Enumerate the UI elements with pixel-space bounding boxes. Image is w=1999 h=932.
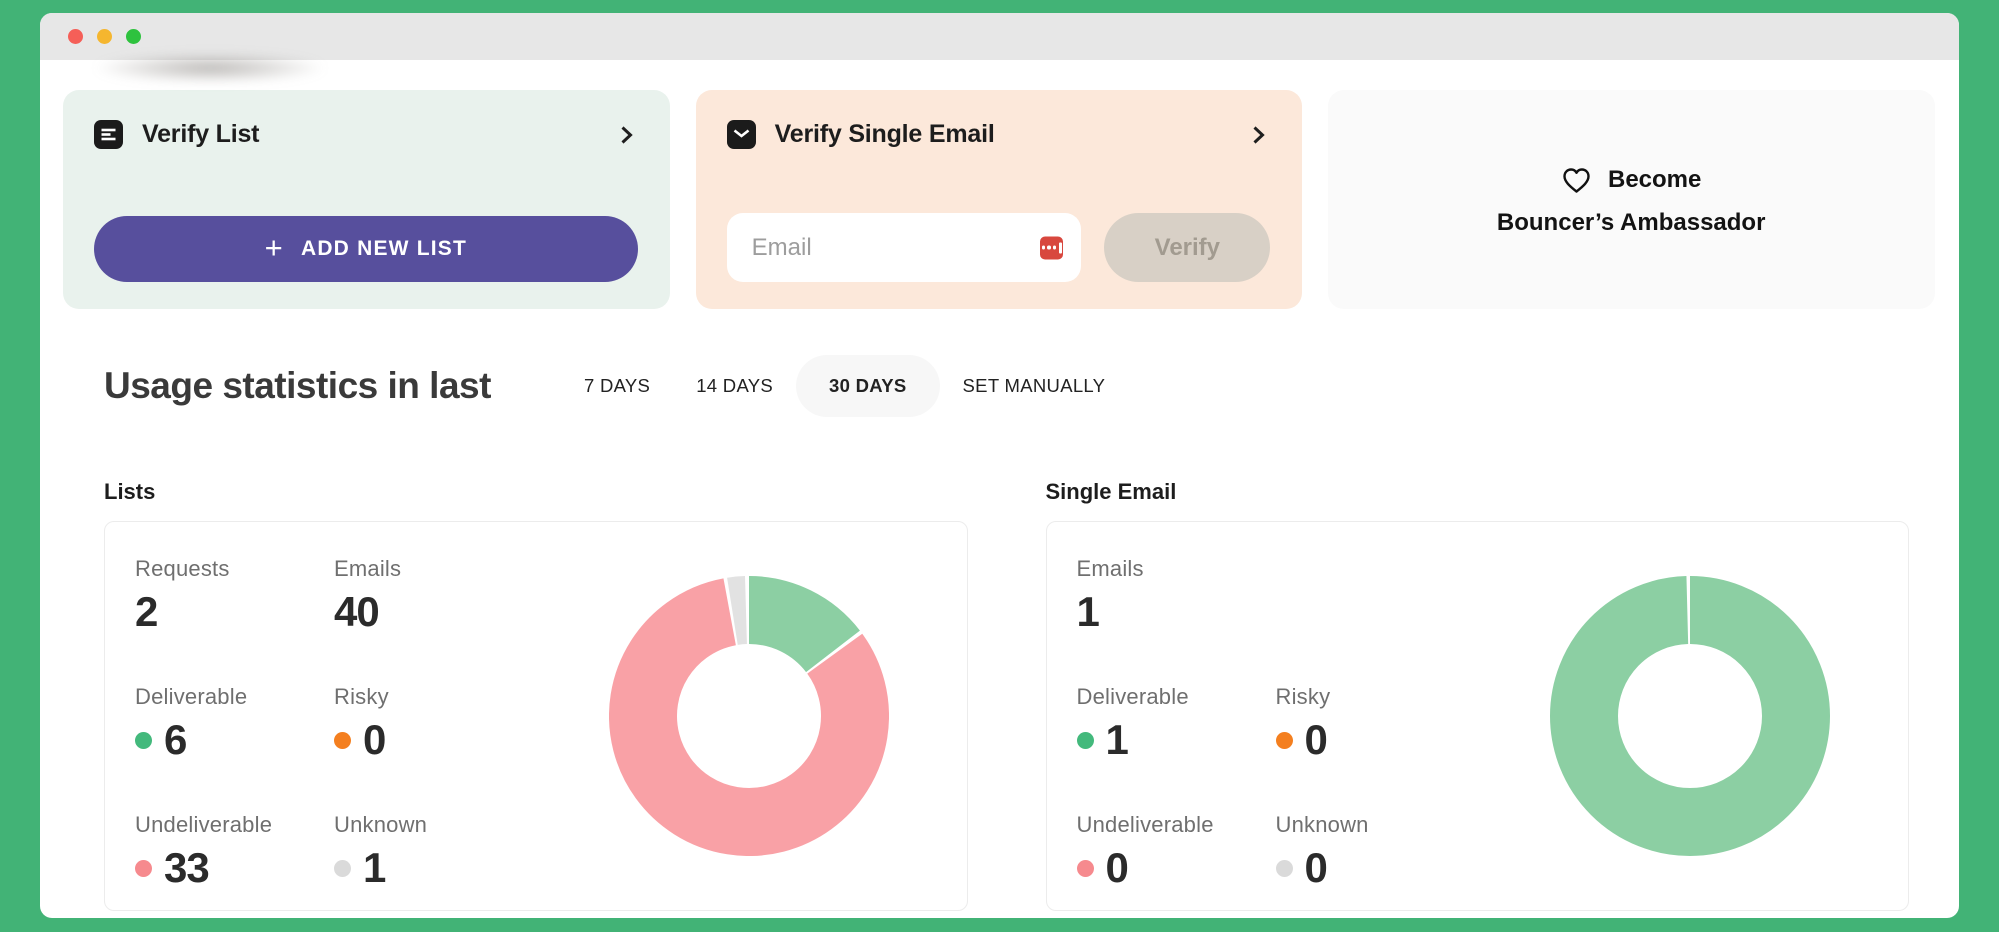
app-window: Verify List + ADD NEW LIST Verify Single… (40, 13, 1959, 918)
minimize-window-icon[interactable] (97, 29, 112, 44)
unknown-dot (334, 859, 351, 877)
usage-statistics-header: Usage statistics in last 7 DAYS 14 DAYS … (63, 355, 1935, 417)
risky-dot (1275, 731, 1293, 749)
ambassador-line1: Become (1607, 166, 1702, 193)
tab-14-days[interactable]: 14 DAYS (673, 355, 796, 417)
lists-section-title: Lists (104, 479, 156, 504)
email-input[interactable] (726, 213, 1082, 282)
deliverable-dot (135, 731, 152, 749)
ambassador-line2: Bouncer’s Ambassador (1496, 208, 1766, 236)
stat-emails: Emails 1 (1076, 556, 1144, 635)
window-titlebar (40, 13, 1959, 60)
single-email-form: Verify (726, 213, 1271, 282)
risky-dot (334, 731, 351, 749)
stat-unknown: Unknown 0 (1275, 812, 1369, 891)
stat-requests: Requests 2 (135, 556, 230, 635)
single-email-donut-chart (1550, 576, 1830, 856)
usage-statistics-heading: Usage statistics in last (104, 365, 491, 406)
add-new-list-label: ADD NEW LIST (300, 237, 468, 260)
stat-risky: Risky 0 (334, 684, 389, 763)
heart-icon (1561, 166, 1592, 195)
stat-unknown: Unknown 1 (334, 812, 428, 891)
stat-undeliverable: Undeliverable 0 (1076, 812, 1214, 891)
stat-deliverable: Deliverable 1 (1076, 684, 1189, 763)
verify-single-email-header[interactable]: Verify Single Email (726, 120, 1271, 149)
unknown-dot (1275, 859, 1293, 877)
period-tabs: 7 DAYS 14 DAYS 30 DAYS SET MANUALLY (561, 355, 1128, 417)
chevron-right-icon[interactable] (614, 123, 638, 147)
action-cards-row: Verify List + ADD NEW LIST Verify Single… (63, 90, 1936, 309)
single-email-section: Single Email Emails 1 Deliverable 1 (1045, 479, 1909, 911)
ambassador-card[interactable]: Become Bouncer’s Ambassador (1328, 90, 1936, 309)
close-window-icon[interactable] (68, 29, 83, 44)
email-input-wrap (726, 213, 1082, 282)
undeliverable-dot (1076, 859, 1094, 877)
verify-single-email-title: Verify Single Email (774, 120, 995, 148)
list-icon (94, 120, 123, 149)
verify-list-header[interactable]: Verify List (94, 120, 638, 149)
single-email-stat-card: Emails 1 Deliverable 1 Risky (1045, 521, 1909, 911)
undeliverable-dot (135, 859, 152, 877)
plus-icon: + (264, 230, 284, 265)
password-manager-autofill-icon[interactable] (1040, 236, 1064, 259)
tab-7-days[interactable]: 7 DAYS (561, 355, 673, 417)
lists-donut-chart (608, 576, 889, 856)
stat-undeliverable: Undeliverable 33 (135, 812, 273, 891)
stat-risky: Risky 0 (1275, 684, 1331, 763)
stat-deliverable: Deliverable 6 (135, 684, 248, 763)
stats-sections: Lists Requests 2 Emails 40 Deliverable (63, 479, 1935, 911)
verify-list-title: Verify List (142, 120, 260, 148)
lists-stat-card: Requests 2 Emails 40 Deliverable 6 (104, 521, 968, 911)
deliverable-dot (1076, 731, 1094, 749)
stat-emails: Emails 40 (334, 556, 402, 635)
verify-list-card: Verify List + ADD NEW LIST (63, 90, 670, 309)
tab-set-manually[interactable]: SET MANUALLY (940, 355, 1129, 417)
verify-button[interactable]: Verify (1104, 213, 1271, 282)
single-email-section-title: Single Email (1045, 479, 1177, 504)
tab-30-days[interactable]: 30 DAYS (796, 355, 940, 417)
envelope-icon (726, 120, 756, 149)
verify-single-email-card: Verify Single Email Verify (695, 90, 1303, 309)
lists-section: Lists Requests 2 Emails 40 Deliverable (104, 479, 968, 911)
chevron-right-icon[interactable] (1246, 123, 1270, 147)
maximize-window-icon[interactable] (126, 29, 141, 44)
add-new-list-button[interactable]: + ADD NEW LIST (94, 216, 638, 282)
